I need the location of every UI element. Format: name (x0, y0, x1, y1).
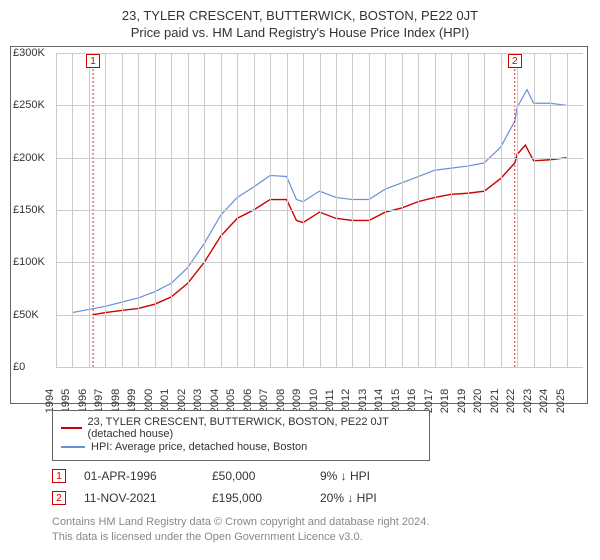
gridline-v (204, 53, 205, 367)
transaction-rows: 1 01-APR-1996 £50,000 9% ↓ HPI 2 11-NOV-2021 £… (52, 469, 590, 505)
x-axis-label: 2018 (439, 389, 451, 413)
y-axis-label: £250K (13, 99, 45, 111)
gridline-v (369, 53, 370, 367)
legend-item: 23, TYLER CRESCENT, BUTTERWICK, BOSTON, … (61, 416, 421, 440)
marker-badge: 1 (86, 54, 100, 68)
gridline-v (352, 53, 353, 367)
legend-label: 23, TYLER CRESCENT, BUTTERWICK, BOSTON, … (88, 416, 421, 440)
gridline-v (385, 53, 386, 367)
gridline-v (320, 53, 321, 367)
gridline-v (171, 53, 172, 367)
y-axis-label: £150K (13, 204, 45, 216)
x-axis-label: 2019 (456, 389, 468, 413)
y-axis-label: £200K (13, 152, 45, 164)
gridline-v (138, 53, 139, 367)
transaction-row: 1 01-APR-1996 £50,000 9% ↓ HPI (52, 469, 590, 483)
legend-swatch (61, 427, 82, 429)
footer-attribution: Contains HM Land Registry data © Crown c… (52, 515, 590, 545)
gridline-v (254, 53, 255, 367)
gridline-v (56, 53, 57, 367)
x-axis-label: 2022 (505, 389, 517, 413)
gridline-v (303, 53, 304, 367)
gridline-v (501, 53, 502, 367)
legend-box: 23, TYLER CRESCENT, BUTTERWICK, BOSTON, … (52, 410, 430, 461)
footer-line-2: This data is licensed under the Open Gov… (52, 530, 590, 545)
gridline-v (105, 53, 106, 367)
gridline-v (72, 53, 73, 367)
gridline-v (517, 53, 518, 367)
legend-label: HPI: Average price, detached house, Bost… (91, 441, 307, 453)
gridline-v (237, 53, 238, 367)
gridline-v (550, 53, 551, 367)
x-axis-label: 2021 (489, 389, 501, 413)
gridline-v (534, 53, 535, 367)
chart-title: 23, TYLER CRESCENT, BUTTERWICK, BOSTON, … (10, 8, 590, 23)
gridline-v (221, 53, 222, 367)
marker-badge: 2 (508, 54, 522, 68)
x-axis-label: 2024 (538, 389, 550, 413)
gridline-v (435, 53, 436, 367)
transaction-row: 2 11-NOV-2021 £195,000 20% ↓ HPI (52, 491, 590, 505)
transaction-delta: 20% ↓ HPI (320, 491, 377, 505)
gridline-v (336, 53, 337, 367)
y-axis-label: £50K (13, 309, 39, 321)
transaction-delta: 9% ↓ HPI (320, 469, 370, 483)
transaction-price: £50,000 (212, 469, 302, 483)
gridline-v (122, 53, 123, 367)
legend-swatch (61, 446, 85, 448)
gridline-v (287, 53, 288, 367)
transaction-price: £195,000 (212, 491, 302, 505)
y-axis-label: £100K (13, 256, 45, 268)
gridline-v (418, 53, 419, 367)
footer-line-1: Contains HM Land Registry data © Crown c… (52, 515, 590, 530)
gridline-v (188, 53, 189, 367)
plot-inner: 12 (56, 53, 583, 367)
gridline-v (402, 53, 403, 367)
series-line (93, 145, 566, 315)
transaction-marker: 1 (52, 469, 66, 483)
transaction-marker: 2 (52, 491, 66, 505)
x-axis-label: 2025 (555, 389, 567, 413)
gridline-v (468, 53, 469, 367)
y-axis-label: £300K (13, 47, 45, 59)
chart-subtitle: Price paid vs. HM Land Registry's House … (10, 25, 590, 40)
x-axis-label: 2023 (522, 389, 534, 413)
transaction-date: 01-APR-1996 (84, 469, 194, 483)
legend-item: HPI: Average price, detached house, Bost… (61, 441, 421, 453)
gridline-v (567, 53, 568, 367)
gridline-v (484, 53, 485, 367)
y-axis-label: £0 (13, 361, 25, 373)
transaction-date: 11-NOV-2021 (84, 491, 194, 505)
gridline-v (270, 53, 271, 367)
x-axis-label: 2020 (472, 389, 484, 413)
gridline-v (451, 53, 452, 367)
gridline-h (56, 367, 583, 368)
chart-area: 12 £0£50K£100K£150K£200K£250K£300K199419… (10, 46, 588, 404)
gridline-v (89, 53, 90, 367)
gridline-v (155, 53, 156, 367)
